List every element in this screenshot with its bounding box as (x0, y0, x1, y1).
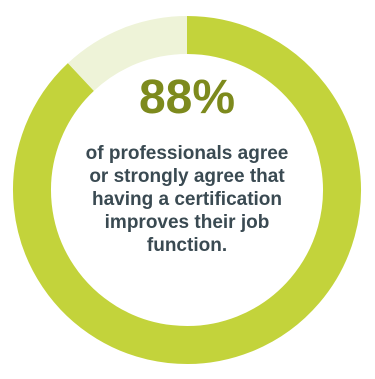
donut-segment-filled (13, 16, 361, 364)
percentage-value: 88% (138, 71, 236, 124)
caption-text: of professionals agree or strongly agree… (85, 143, 289, 256)
donut-segment-remainder (67, 16, 188, 92)
donut-center: 88% of professionals agree or strongly a… (62, 60, 312, 257)
